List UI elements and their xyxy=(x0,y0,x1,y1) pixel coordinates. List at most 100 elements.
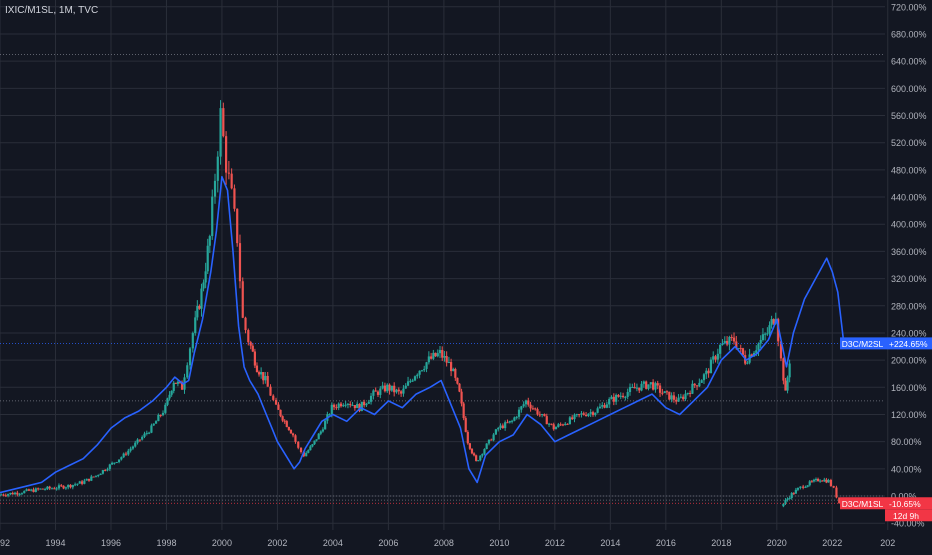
candle-body xyxy=(23,490,26,494)
candle-body xyxy=(816,478,820,482)
ixic-m1sl-candle xyxy=(247,328,250,346)
x-tick-label: 1998 xyxy=(156,538,176,548)
ixic-m1sl-candle xyxy=(62,485,65,490)
candle-body xyxy=(253,351,256,366)
ixic-m1sl-candle xyxy=(746,360,749,365)
ixic-m1sl-candle xyxy=(260,367,263,379)
ixic-m1sl-candle xyxy=(180,380,184,390)
candle-body xyxy=(534,408,537,410)
ixic-m1sl-candle xyxy=(624,395,627,401)
y-tick-label: 40.00% xyxy=(891,464,922,474)
ixic-m1sl-candle xyxy=(143,431,146,439)
y-tick-label: 280.00% xyxy=(891,301,927,311)
ixic-m1sl-candle xyxy=(134,440,137,448)
ixic-m1sl-candle xyxy=(13,491,17,495)
d3c-m1sl-candle xyxy=(829,478,833,487)
candle-body xyxy=(2,494,5,496)
x-tick-label: 1992 xyxy=(0,538,10,548)
ixic-m1sl-candle xyxy=(379,386,382,399)
y-tick-label: 240.00% xyxy=(891,328,927,338)
ixic-m1sl-candle xyxy=(413,375,417,382)
candle-body xyxy=(479,455,482,461)
candle-body xyxy=(291,433,295,436)
ixic-m1sl-candle xyxy=(619,392,622,400)
candle-body xyxy=(213,180,217,197)
ixic-m1sl-candle xyxy=(550,423,553,426)
candle-body xyxy=(730,336,733,338)
ixic-m1sl-candle xyxy=(545,413,548,425)
ixic-m1sl-candle xyxy=(150,423,153,434)
ixic-m1sl-candle xyxy=(732,332,736,345)
ixic-m1sl-candle xyxy=(339,401,343,408)
candle-body xyxy=(723,340,726,344)
ixic-m1sl-candle xyxy=(50,487,54,490)
candle-body xyxy=(702,374,706,381)
ixic-m1sl-candle xyxy=(30,488,33,492)
candle-body xyxy=(777,319,780,342)
ixic-m1sl-candle xyxy=(786,375,789,394)
ixic-m1sl-candle xyxy=(324,418,327,430)
candle-body xyxy=(571,417,574,420)
ixic-m1sl-candle xyxy=(299,447,303,454)
candle-body xyxy=(663,391,666,394)
ixic-m1sl-candle xyxy=(578,413,581,418)
candle-body xyxy=(485,443,488,450)
candle-body xyxy=(788,363,791,378)
x-tick-label: 2002 xyxy=(267,538,287,548)
ixic-m1sl-candle xyxy=(383,382,387,393)
y-tick-label: 120.00% xyxy=(891,410,927,420)
candle-body xyxy=(196,306,199,318)
d3c-m1sl-candle xyxy=(827,478,830,483)
candle-body xyxy=(233,188,236,209)
ixic-m1sl-candle xyxy=(131,445,135,451)
candle-body xyxy=(617,394,620,397)
candle-body xyxy=(610,396,613,400)
countdown-text: 12d 9h xyxy=(893,511,919,521)
candle-body xyxy=(670,395,673,400)
candle-body xyxy=(554,427,558,430)
candle-body xyxy=(315,439,318,441)
ixic-m1sl-candle xyxy=(538,411,541,418)
ixic-m1sl-candle xyxy=(490,438,493,441)
ixic-m1sl-candle xyxy=(587,413,590,418)
d3c-m1sl-candle xyxy=(838,497,841,504)
candle-body xyxy=(686,392,689,394)
ixic-m1sl-candle xyxy=(492,432,495,442)
candle-body xyxy=(397,389,400,392)
candle-body xyxy=(552,424,555,430)
candle-body xyxy=(390,385,393,391)
candle-body xyxy=(344,404,347,406)
value-tag xyxy=(885,497,932,510)
ixic-m1sl-candle xyxy=(353,405,356,411)
ixic-m1sl-candle xyxy=(174,382,177,385)
ixic-m1sl-candle xyxy=(11,491,14,495)
ixic-m1sl-candle xyxy=(522,401,525,408)
candle-body xyxy=(705,370,708,375)
ixic-m1sl-candle xyxy=(274,397,278,406)
ixic-m1sl-candle xyxy=(39,488,42,490)
candle-body xyxy=(339,403,343,407)
candle-body xyxy=(672,395,676,400)
candle-body xyxy=(714,356,717,360)
candle-body xyxy=(404,385,407,389)
candle-body xyxy=(208,236,211,246)
candle-body xyxy=(472,453,476,456)
ixic-m1sl-candle xyxy=(283,419,286,424)
ixic-m1sl-candle xyxy=(32,487,35,493)
ixic-m1sl-candle xyxy=(269,384,272,396)
series-name-text: D3C/M2SL xyxy=(842,339,884,349)
ixic-m1sl-candle xyxy=(253,348,256,369)
candle-body xyxy=(557,424,560,428)
ixic-m1sl-candle xyxy=(238,234,242,289)
ixic-m1sl-candle xyxy=(764,332,767,341)
candle-body xyxy=(78,481,81,484)
candle-body xyxy=(628,387,632,393)
x-axis[interactable]: 1992 1994 1996 1998 2000 2002 2004 2006 2008 2010… xyxy=(0,538,895,548)
y-axis[interactable]: 720.00% 680.00% 640.00% 600.00% 560.00% 520.0… xyxy=(891,2,927,528)
candle-body xyxy=(332,404,336,408)
candle-body xyxy=(238,243,242,282)
candle-body xyxy=(272,395,275,400)
